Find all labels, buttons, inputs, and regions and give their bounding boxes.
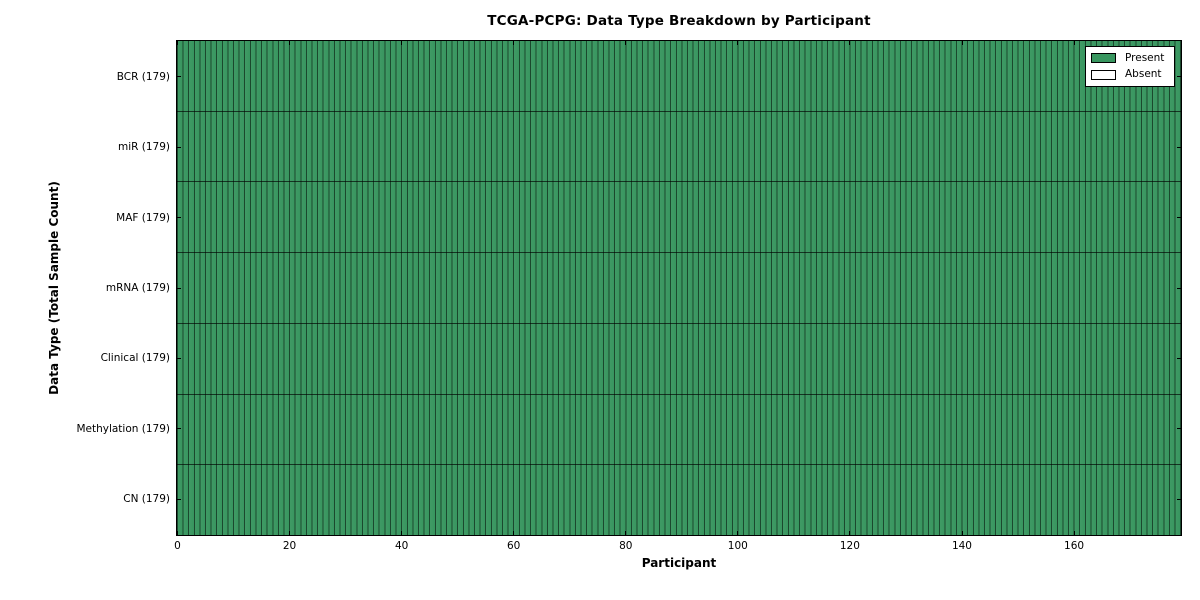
y-tick-label: miR (179) <box>117 141 170 154</box>
x-tick-label: 80 <box>619 540 633 552</box>
heatmap-row-cn <box>177 465 1181 536</box>
y-tick-mark <box>1177 357 1181 359</box>
legend-item-absent: Absent <box>1091 69 1169 80</box>
x-tick-mark <box>849 41 851 45</box>
y-tick-mark <box>177 76 181 78</box>
y-tick-label: mRNA (179) <box>105 282 170 294</box>
heatmap-row-methylation <box>177 394 1181 466</box>
legend-label-present: Present <box>1125 51 1165 64</box>
x-tick-mark <box>289 531 291 535</box>
heatmap-row-maf <box>177 182 1181 254</box>
x-tick-mark <box>625 531 627 535</box>
x-tick-mark <box>737 531 739 535</box>
x-tick-mark <box>513 41 515 45</box>
x-tick-mark <box>177 531 178 535</box>
y-tick-mark <box>177 357 181 359</box>
x-tick-label: 100 <box>727 540 748 552</box>
y-tick-mark <box>1177 498 1181 500</box>
x-tick-label: 120 <box>839 540 860 552</box>
y-tick-mark <box>177 287 181 289</box>
y-tick-mark <box>1177 217 1181 219</box>
x-tick-mark <box>961 41 963 45</box>
x-tick-label: 160 <box>1064 540 1085 552</box>
x-tick-mark <box>177 41 178 45</box>
y-axis-label: Data Type (Total Sample Count) <box>47 181 61 395</box>
y-tick-label: Methylation (179) <box>76 422 170 435</box>
y-tick-mark <box>1177 146 1181 148</box>
y-tick-mark <box>177 428 181 430</box>
x-tick-label: 140 <box>951 540 972 552</box>
legend-label-absent: Absent <box>1125 68 1162 81</box>
y-tick-mark <box>177 217 181 219</box>
legend: Present Absent <box>1085 46 1175 87</box>
x-tick-mark <box>961 531 963 535</box>
y-tick-mark <box>177 498 181 500</box>
x-tick-mark <box>737 41 739 45</box>
y-tick-mark <box>1177 428 1181 430</box>
x-tick-label: 40 <box>394 540 409 552</box>
x-tick-label: 60 <box>507 540 521 552</box>
x-axis-label: Participant <box>641 556 717 570</box>
y-tick-mark <box>1177 76 1181 78</box>
x-tick-mark <box>289 41 291 45</box>
heatmap-row-mrna <box>177 253 1181 324</box>
y-tick-label: MAF (179) <box>116 211 170 224</box>
heatmap-row-clinical <box>177 323 1181 395</box>
y-tick-label: Clinical (179) <box>100 352 170 365</box>
x-tick-mark <box>849 531 851 535</box>
x-tick-label: 0 <box>174 540 181 552</box>
y-tick-label: BCR (179) <box>116 70 170 83</box>
chart-title: TCGA-PCPG: Data Type Breakdown by Partic… <box>487 13 871 29</box>
x-tick-mark <box>401 531 403 535</box>
x-tick-label: 20 <box>282 540 297 552</box>
y-tick-mark <box>1177 287 1181 289</box>
plot-area <box>176 40 1182 536</box>
present-swatch-icon <box>1091 53 1116 64</box>
y-tick-label: CN (179) <box>123 493 170 506</box>
x-tick-mark <box>1073 531 1075 535</box>
legend-item-present: Present <box>1091 51 1169 64</box>
x-tick-mark <box>513 531 515 535</box>
heatmap-row-bcr <box>177 41 1181 112</box>
x-tick-mark <box>1073 41 1075 45</box>
x-tick-mark <box>625 41 627 45</box>
y-tick-mark <box>177 146 181 148</box>
absent-swatch-icon <box>1091 69 1116 80</box>
x-tick-mark <box>401 41 403 45</box>
heatmap-row-mir <box>177 111 1181 183</box>
heatmap-grid <box>177 41 1181 536</box>
